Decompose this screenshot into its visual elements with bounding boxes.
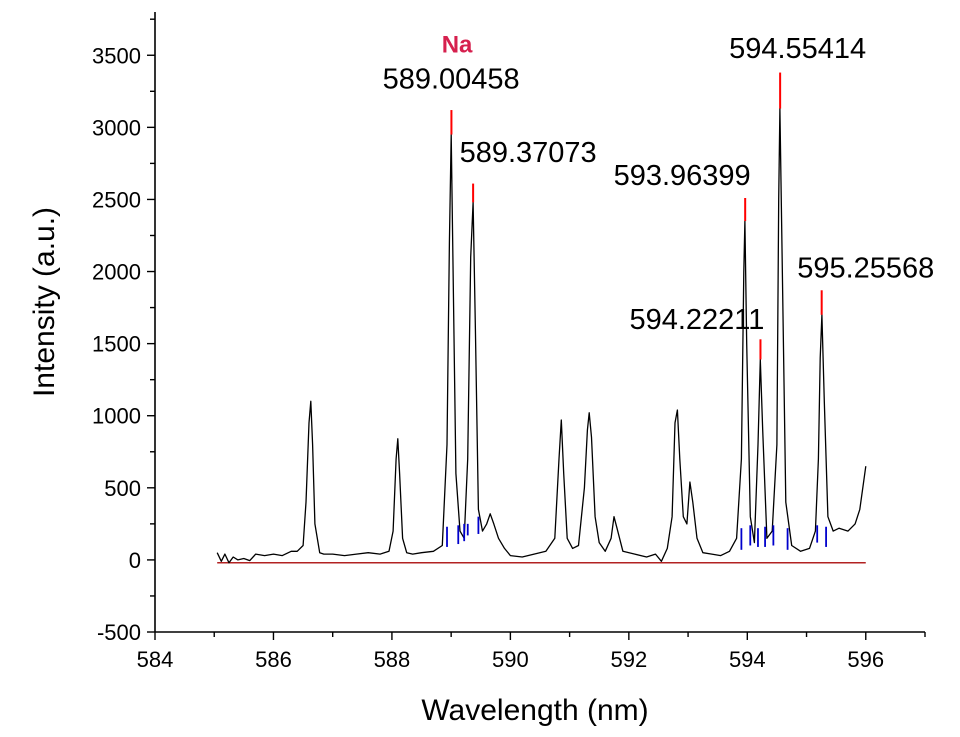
x-tick-label: 592 — [610, 647, 647, 672]
x-tick-label: 584 — [137, 647, 174, 672]
peak-label: 589.00458 — [383, 63, 520, 95]
x-axis: 584 586 588 590 592 594 596 — [137, 631, 926, 672]
element-label: Na — [442, 31, 473, 58]
y-tick-label: 2500 — [92, 187, 141, 212]
y-tick-label: 2000 — [92, 260, 141, 285]
x-tick-label: 590 — [492, 647, 529, 672]
y-tick-label: -500 — [97, 620, 141, 645]
peak-label: 593.96399 — [614, 160, 751, 192]
y-tick-label: 3500 — [92, 43, 141, 68]
y-tick-label: 1000 — [92, 404, 141, 429]
y-tick-label: 1500 — [92, 332, 141, 357]
y-tick-label: 500 — [104, 476, 141, 501]
x-tick-label: 588 — [374, 647, 411, 672]
x-tick-label: 586 — [255, 647, 292, 672]
x-tick-label: 594 — [729, 647, 766, 672]
y-tick-label: 3000 — [92, 115, 141, 140]
y-tick-label: 0 — [129, 548, 141, 573]
plot-area: 589.00458 589.37073 593.96399 594.22211 594.… — [216, 31, 934, 564]
peak-label: 594.22211 — [629, 304, 764, 336]
y-axis-title: Intensity (a.u.) — [28, 207, 61, 397]
spectrum-line — [216, 107, 867, 564]
peak-label: 589.37073 — [460, 137, 597, 169]
y-axis: -500 0 500 1000 1500 2000 2500 3000 3500 — [92, 12, 156, 645]
peak-label: 595.25568 — [797, 252, 934, 284]
peak-label: 594.55414 — [729, 33, 866, 65]
x-tick-label: 596 — [847, 647, 884, 672]
x-axis-title: Wavelength (nm) — [421, 694, 648, 727]
